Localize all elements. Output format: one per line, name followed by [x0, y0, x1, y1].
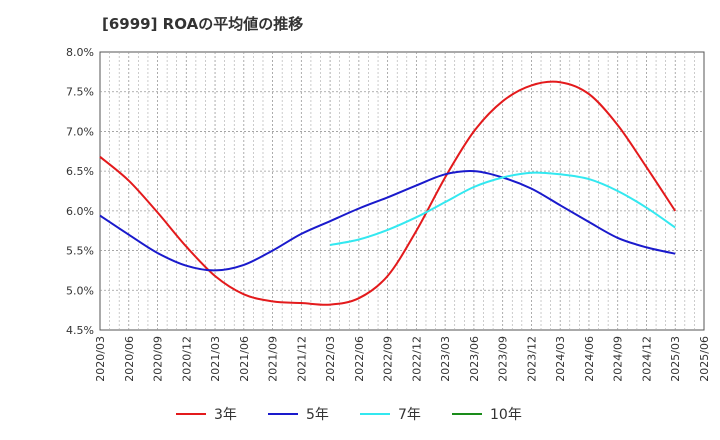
- y-tick-label: 6.5%: [66, 165, 94, 178]
- x-tick-label: 2020/12: [180, 336, 193, 382]
- x-tick-label: 2022/12: [410, 336, 423, 382]
- x-axis: 2020/03 2020/06 2020/09 2020/12 2021/03 2021/…: [94, 336, 711, 382]
- legend-label: 7年: [398, 407, 421, 423]
- x-tick-label: 2023/09: [497, 336, 510, 382]
- x-tick-label: 2025/03: [669, 336, 682, 382]
- x-tick-label: 2024/09: [612, 336, 625, 382]
- x-tick-label: 2021/03: [209, 336, 222, 382]
- x-tick-label: 2023/12: [525, 336, 538, 382]
- series-line-2: [329, 171, 676, 246]
- y-tick-label: 8.0%: [66, 46, 94, 59]
- x-tick-label: 2023/03: [439, 336, 452, 382]
- x-tick-label: 2024/06: [583, 336, 596, 382]
- chart-title: [6999] ROAの平均値の推移: [102, 15, 304, 33]
- legend-label: 5年: [306, 407, 329, 423]
- y-tick-label: 5.0%: [66, 284, 94, 297]
- x-tick-label: 2023/06: [468, 336, 481, 382]
- y-tick-label: 4.5%: [66, 324, 94, 337]
- x-tick-label: 2020/03: [94, 336, 107, 382]
- y-tick-label: 7.0%: [66, 125, 94, 138]
- x-tick-label: 2021/09: [267, 336, 280, 382]
- legend-label: 3年: [214, 407, 237, 423]
- series-line-1: [99, 169, 676, 272]
- legend: 3年 5年 7年 10年: [176, 407, 522, 423]
- x-tick-label: 2022/06: [353, 336, 366, 382]
- x-tick-label: 2021/12: [295, 336, 308, 382]
- x-tick-label: 2024/12: [640, 336, 653, 382]
- y-tick-label: 5.5%: [66, 245, 94, 258]
- y-axis: 4.5% 5.0% 5.5% 6.0% 6.5% 7.0% 7.5% 8.0%: [66, 46, 94, 337]
- x-tick-label: 2020/09: [152, 336, 165, 382]
- grid: [100, 52, 704, 330]
- x-tick-label: 2024/03: [554, 336, 567, 382]
- legend-label: 10年: [490, 407, 522, 423]
- y-tick-label: 6.0%: [66, 205, 94, 218]
- series-line-0: [99, 80, 677, 306]
- y-tick-label: 7.5%: [66, 86, 94, 99]
- x-tick-label: 2020/06: [123, 336, 136, 382]
- x-tick-label: 2021/06: [238, 336, 251, 382]
- x-tick-label: 2022/09: [382, 336, 395, 382]
- x-tick-label: 2025/06: [698, 336, 711, 382]
- x-tick-label: 2022/03: [324, 336, 337, 382]
- series-lines: [99, 80, 677, 306]
